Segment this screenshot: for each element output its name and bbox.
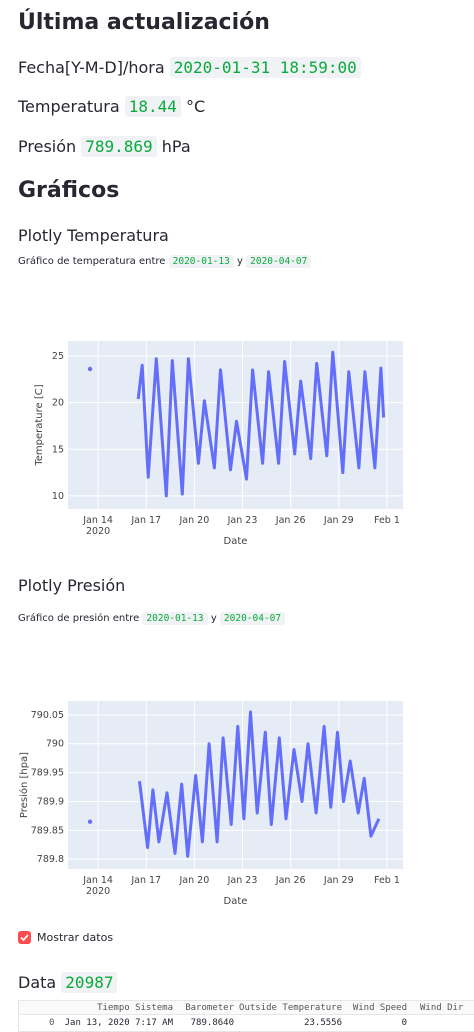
checkbox-box[interactable]	[18, 931, 31, 944]
page-title: Última actualización	[18, 10, 270, 35]
data-line	[138, 710, 381, 858]
data-table: Tiempo Sistema Barometer Outside Temperatu…	[18, 1000, 474, 1032]
unit: °C	[186, 97, 206, 116]
x-tick-label: Feb 1	[374, 515, 400, 526]
cell: 789.8640	[190, 1018, 234, 1028]
label: Presión	[18, 137, 77, 156]
y-tick-label: 789.85	[31, 825, 64, 836]
x-tick-label: Jan 23	[227, 515, 258, 526]
y-tick-label: 15	[52, 444, 64, 455]
checkbox[interactable]: Mostrar datos	[18, 931, 113, 944]
checkbox-label: Mostrar datos	[37, 931, 114, 944]
y-axis-title: Presión [hpa]	[18, 752, 30, 818]
y-tick-label: 789.9	[37, 796, 64, 807]
x-tick-label: Jan 29	[323, 515, 354, 526]
chart-title: Plotly Temperatura	[18, 226, 169, 245]
table-row: 0 Jan 13, 2020 7:17 AM 789.8640 23.5556 0	[19, 1015, 474, 1029]
chart-caption: Gráfico de temperatura entre 2020-01-13 …	[18, 255, 312, 268]
cell: 23.5556	[304, 1018, 342, 1028]
label: Temperatura	[18, 97, 120, 116]
pres-row: Presión 789.869 hPa	[18, 136, 191, 157]
cell: Jan 13, 2020 7:17 AM	[64, 1018, 173, 1028]
column-header: Barometer	[185, 1003, 234, 1013]
data-title: Data 20987	[18, 972, 118, 993]
y-tick-label: 790.05	[31, 710, 64, 721]
data-line	[136, 350, 386, 498]
checkmark	[20, 934, 29, 942]
caption-code: 2020-01-13	[142, 612, 208, 625]
x-tick-label: Jan 14 2020	[82, 515, 113, 537]
y-tick-label: 789.95	[31, 768, 64, 779]
x-tick-label: Jan 20	[178, 515, 209, 526]
caption-text: Gráfico de presión entre	[18, 613, 140, 624]
caption-code: 2020-01-13	[168, 255, 234, 268]
x-tick-label: Jan 17	[130, 515, 161, 526]
caption-code: 2020-04-07	[246, 255, 312, 268]
count: 20987	[61, 972, 118, 993]
value: 18.44	[124, 96, 181, 117]
date-row: Fecha[Y-M-D]/hora 2020-01-31 18:59:00	[18, 57, 361, 78]
caption-text: y	[237, 256, 243, 267]
caption-text: Gráfico de temperatura entre	[18, 256, 166, 267]
x-axis-title: Date	[224, 896, 248, 907]
x-tick-label: Jan 14 2020	[82, 875, 113, 897]
chart: 789.8 789.85 789.9 789.95 790 790.05 Jan 14 202…	[18, 701, 403, 907]
x-tick-label: Jan 26	[275, 875, 306, 886]
y-tick-label: 790	[46, 739, 64, 750]
column-header: Wind Speed	[352, 1003, 407, 1013]
column-header: Tiempo Sistema	[97, 1003, 173, 1013]
table-header: Tiempo Sistema Barometer Outside Temperatu…	[19, 1001, 474, 1015]
data-point	[87, 366, 93, 372]
label: Fecha[Y-M-D]/hora	[18, 58, 165, 77]
unit: hPa	[161, 137, 191, 156]
x-tick-label: Jan 20	[178, 875, 209, 886]
x-tick-label: Jan 26	[275, 515, 306, 526]
cell: 0	[401, 1018, 407, 1028]
data-point	[87, 819, 93, 824]
chart: 10 15 20 25 Jan 14 2020 Jan 17 Jan 20 Jan 23 Jan …	[34, 341, 403, 547]
x-tick-label: Jan 29	[323, 875, 354, 886]
x-tick-label: Jan 17	[130, 875, 161, 886]
row-index: 0	[49, 1018, 55, 1028]
caption-text: y	[210, 613, 217, 624]
section-title: Gráficos	[18, 178, 120, 203]
chart-caption: Gráfico de presión entre 2020-01-13 y 20…	[18, 612, 286, 625]
temp-row: Temperatura 18.44 °C	[18, 96, 206, 117]
y-tick-label: 789.8	[37, 854, 64, 865]
value: 2020-01-31 18:59:00	[169, 57, 361, 78]
value: 789.869	[81, 136, 157, 157]
y-tick-label: 25	[52, 351, 64, 362]
column-header: Wind Dir	[420, 1003, 464, 1013]
y-axis-title: Temperature [C]	[34, 384, 45, 466]
x-tick-label: Jan 23	[227, 875, 258, 886]
chart-title: Plotly Presión	[18, 576, 126, 595]
y-tick-label: 10	[52, 491, 64, 502]
x-axis-title: Date	[224, 536, 248, 547]
label: Data	[18, 973, 57, 992]
caption-code: 2020-04-07	[219, 612, 286, 625]
column-header: Outside Temperature	[239, 1003, 342, 1013]
x-tick-label: Feb 1	[374, 875, 400, 886]
y-tick-label: 20	[52, 398, 64, 409]
